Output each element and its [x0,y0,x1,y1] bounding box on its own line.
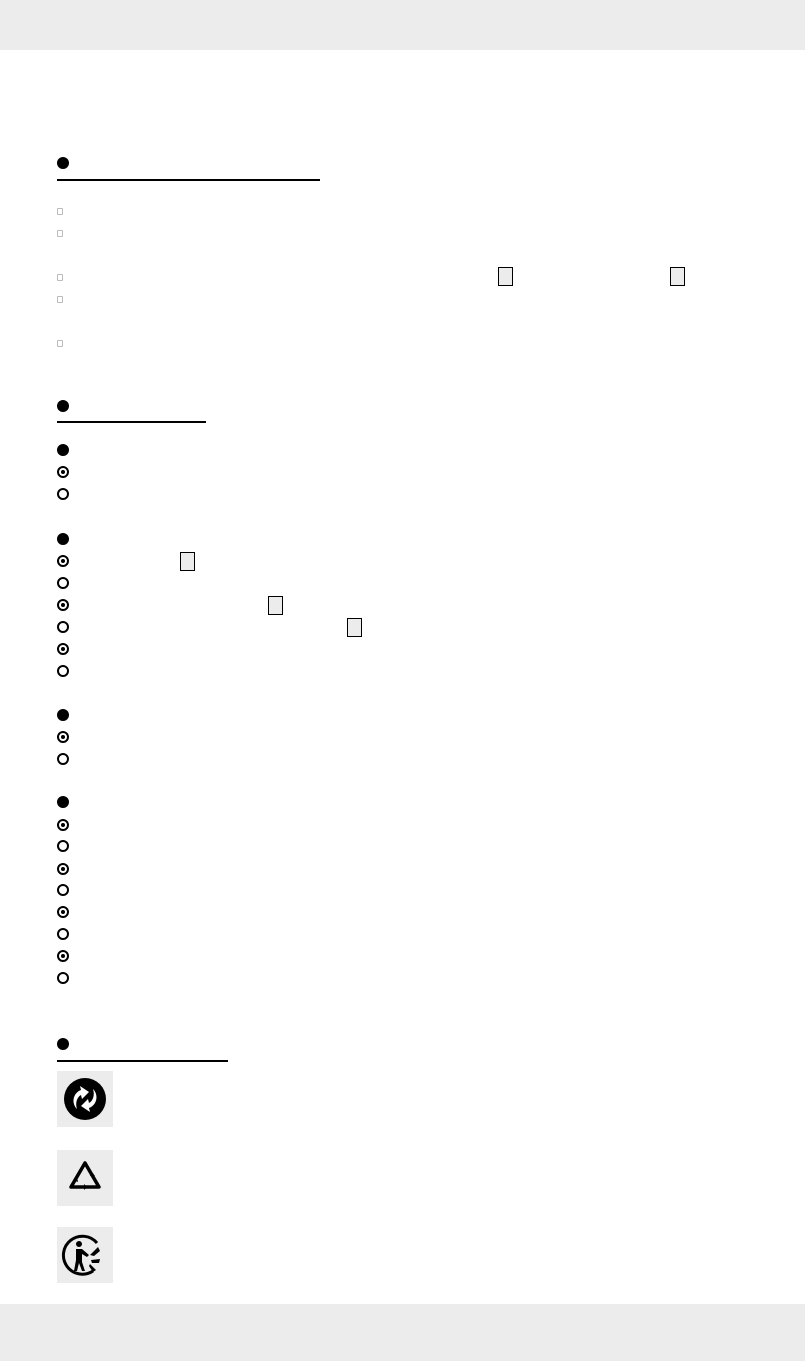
reference-box [498,267,513,286]
radio-marker [57,577,69,589]
radio-selected-marker [57,466,69,478]
reference-box [180,552,195,571]
reference-box [670,267,685,286]
radio-selected-marker [57,950,69,962]
checkbox-marker [57,274,63,281]
radio-selected-marker [57,906,69,918]
checkbox-marker [57,208,63,215]
reference-box [347,618,362,637]
radio-marker [57,928,69,940]
radio-marker [57,665,69,677]
subheading-bullet [57,444,69,456]
radio-marker [57,840,69,852]
reference-box [268,596,283,615]
section-3-heading-bullet [57,1038,69,1050]
section-1-heading-underline [57,179,320,181]
subheading-bullet [57,796,69,808]
radio-marker [57,884,69,896]
radio-selected-marker [57,863,69,875]
green-dot-icon [57,1071,113,1127]
radio-selected-marker [57,643,69,655]
radio-marker [57,972,69,984]
checkbox-marker [57,340,63,347]
section-3-heading-underline [57,1060,228,1062]
radio-marker [57,753,69,765]
radio-selected-marker [57,555,69,567]
radio-selected-marker [57,599,69,611]
subheading-bullet [57,709,69,721]
section-1-heading-bullet [57,157,69,169]
radio-marker [57,488,69,500]
radio-selected-marker [57,731,69,743]
section-2-heading-bullet [57,400,69,412]
section-2-heading-underline [57,421,206,423]
radio-marker [57,621,69,633]
recycling-triangle-icon [57,1150,113,1206]
page-footer-bar [0,1304,805,1361]
checkbox-marker [57,296,63,303]
checkbox-marker [57,230,63,237]
page-header-bar [0,0,805,50]
radio-selected-marker [57,819,69,831]
triman-icon [57,1227,113,1283]
subheading-bullet [57,533,69,545]
